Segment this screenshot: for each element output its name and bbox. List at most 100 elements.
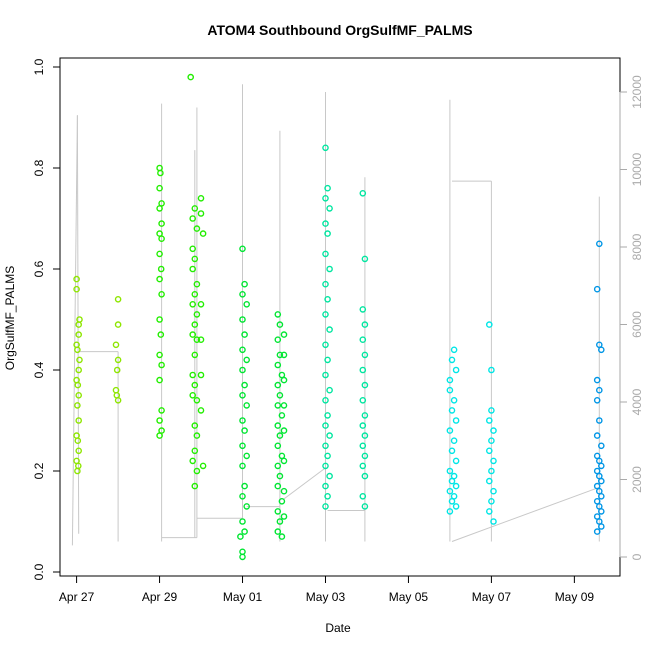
data-point bbox=[324, 356, 331, 364]
data-point bbox=[239, 417, 246, 424]
data-point bbox=[322, 220, 329, 227]
data-point bbox=[450, 346, 458, 354]
data-point bbox=[75, 366, 82, 374]
data-point bbox=[239, 492, 246, 500]
data-point bbox=[274, 402, 282, 409]
data-point bbox=[361, 472, 369, 480]
data-point bbox=[156, 351, 163, 359]
data-point bbox=[241, 528, 248, 535]
data-point bbox=[452, 457, 460, 465]
data-point bbox=[322, 250, 329, 258]
data-point bbox=[239, 346, 246, 354]
data-point bbox=[361, 412, 369, 419]
data-point bbox=[326, 472, 333, 480]
data-point bbox=[73, 285, 80, 293]
y2-tick-label: 2000 bbox=[630, 466, 644, 493]
data-point bbox=[446, 467, 454, 475]
axes-layer: Apr 27 Apr 29 May 01 May 03 May 05 May 07 May … bbox=[32, 58, 644, 604]
data-point bbox=[322, 422, 329, 429]
data-point bbox=[74, 437, 82, 445]
data-point bbox=[114, 356, 122, 364]
data-point bbox=[324, 295, 331, 303]
data-point bbox=[114, 321, 122, 328]
data-point bbox=[322, 371, 329, 379]
data-point bbox=[187, 73, 194, 81]
data-point bbox=[276, 518, 284, 525]
data-point bbox=[359, 442, 367, 450]
data-point bbox=[158, 235, 165, 242]
data-point bbox=[446, 427, 454, 434]
data-point bbox=[189, 300, 196, 308]
data-point bbox=[322, 462, 329, 470]
data-point bbox=[274, 528, 282, 535]
data-point bbox=[239, 553, 246, 561]
data-point bbox=[324, 230, 331, 237]
data-point bbox=[452, 366, 460, 374]
data-point bbox=[189, 245, 196, 253]
data-point bbox=[189, 391, 196, 399]
data-point bbox=[193, 311, 201, 318]
data-point bbox=[241, 331, 248, 338]
data-point bbox=[274, 508, 282, 515]
data-point bbox=[361, 452, 369, 460]
data-point bbox=[193, 280, 201, 288]
data-point bbox=[156, 205, 163, 212]
y2-tick-label: 10000 bbox=[630, 152, 644, 186]
data-point bbox=[241, 381, 248, 389]
x-tick-label: May 05 bbox=[389, 590, 429, 604]
data-point bbox=[156, 417, 163, 424]
data-point bbox=[193, 225, 201, 232]
data-point bbox=[191, 482, 199, 490]
data-point bbox=[326, 386, 333, 394]
data-point bbox=[490, 457, 497, 465]
data-point bbox=[239, 290, 246, 298]
data-point bbox=[112, 341, 120, 349]
data-point bbox=[359, 492, 367, 500]
data-point bbox=[156, 432, 163, 439]
data-point bbox=[490, 518, 497, 525]
data-point bbox=[239, 442, 246, 450]
data-point bbox=[276, 432, 284, 439]
data-point bbox=[359, 189, 367, 197]
data-point bbox=[76, 356, 83, 364]
data-point bbox=[193, 336, 201, 344]
data-point bbox=[197, 194, 205, 202]
data-point bbox=[113, 391, 121, 399]
data-point bbox=[361, 381, 369, 389]
altitude-trace-1 bbox=[76, 115, 80, 534]
data-point bbox=[74, 381, 82, 389]
data-point bbox=[276, 391, 284, 399]
data-point bbox=[276, 321, 284, 328]
data-point bbox=[243, 452, 250, 460]
x-tick-label: May 09 bbox=[555, 590, 595, 604]
data-point bbox=[326, 265, 333, 273]
data-point bbox=[446, 508, 454, 515]
data-point bbox=[448, 497, 456, 505]
data-point bbox=[280, 351, 288, 359]
data-point bbox=[274, 361, 282, 369]
data-point bbox=[239, 518, 246, 525]
data-point bbox=[156, 184, 163, 192]
data-point bbox=[361, 321, 369, 328]
data-point bbox=[241, 280, 248, 288]
data-point bbox=[488, 497, 495, 505]
data-point bbox=[73, 275, 80, 283]
data-point bbox=[452, 417, 460, 424]
data-point bbox=[326, 432, 333, 439]
data-point bbox=[243, 402, 250, 409]
data-point bbox=[189, 371, 196, 379]
data-point bbox=[191, 255, 199, 263]
data-point bbox=[156, 316, 163, 323]
data-point bbox=[322, 311, 329, 318]
data-point bbox=[485, 321, 493, 328]
data-point bbox=[485, 508, 493, 515]
data-point bbox=[278, 497, 286, 505]
y2-tick-label: 4000 bbox=[630, 388, 644, 415]
data-point bbox=[274, 462, 282, 470]
data-point bbox=[193, 432, 201, 439]
data-point bbox=[197, 210, 205, 217]
data-point bbox=[191, 381, 199, 389]
y-tick-label: 0.4 bbox=[32, 361, 46, 378]
y2-tick-label: 6000 bbox=[630, 311, 644, 338]
data-point bbox=[157, 331, 165, 338]
